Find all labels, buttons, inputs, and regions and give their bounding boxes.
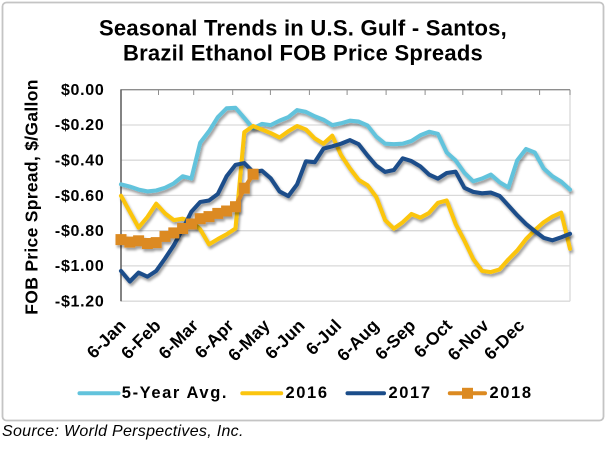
svg-text:2017: 2017 bbox=[389, 384, 432, 402]
svg-text:$0.00: $0.00 bbox=[61, 82, 105, 99]
svg-text:-$1.20: -$1.20 bbox=[55, 294, 105, 311]
svg-text:Seasonal Trends in U.S. Gulf -: Seasonal Trends in U.S. Gulf - Santos, bbox=[99, 16, 507, 41]
svg-text:-$0.60: -$0.60 bbox=[55, 188, 105, 205]
svg-text:2016: 2016 bbox=[286, 384, 329, 402]
svg-text:-$0.40: -$0.40 bbox=[55, 153, 105, 170]
svg-text:Source: World Perspectives, In: Source: World Perspectives, Inc. bbox=[2, 423, 244, 440]
svg-text:Brazil Ethanol FOB Price Sprea: Brazil Ethanol FOB Price Spreads bbox=[123, 41, 483, 66]
svg-text:2018: 2018 bbox=[490, 384, 533, 402]
svg-text:-$0.20: -$0.20 bbox=[55, 117, 105, 134]
svg-text:5-Year Avg.: 5-Year Avg. bbox=[122, 384, 228, 402]
svg-text:-$0.80: -$0.80 bbox=[55, 223, 105, 240]
svg-text:FOB Price Spread, $/Gallon: FOB Price Spread, $/Gallon bbox=[22, 79, 42, 314]
svg-text:-$1.00: -$1.00 bbox=[55, 258, 105, 275]
